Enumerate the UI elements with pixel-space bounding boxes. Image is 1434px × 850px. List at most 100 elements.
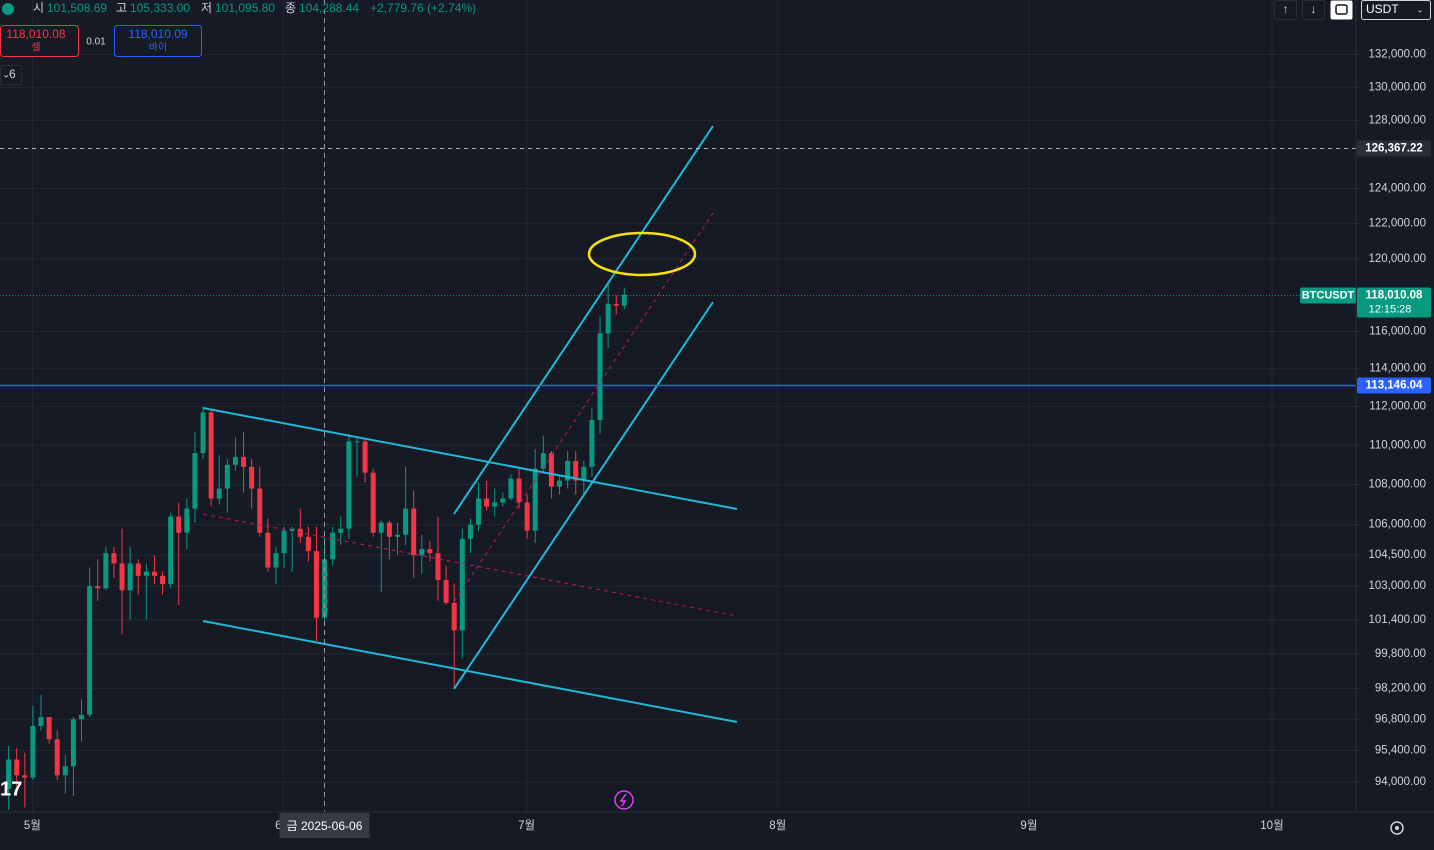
- candle-body: [467, 524, 473, 539]
- candle-body: [216, 488, 222, 499]
- candle-body: [419, 549, 425, 556]
- currency-select[interactable]: [1361, 0, 1431, 20]
- symbol-tag: BTCUSDT: [1302, 289, 1355, 301]
- x-tick-label: 5월: [24, 819, 41, 832]
- candle-body: [370, 472, 376, 533]
- ohlc-value: 101,508.69: [47, 1, 107, 15]
- candle-body: [257, 488, 263, 533]
- highlight-ellipse: [587, 231, 697, 277]
- candle-body: [354, 441, 360, 443]
- candle-body: [411, 508, 417, 556]
- ohlc-key: 고: [116, 1, 127, 15]
- candle-body: [200, 412, 206, 454]
- change: +2,779.76 (+2.74%): [370, 1, 476, 15]
- candle-body: [394, 534, 400, 537]
- candle-body: [6, 759, 12, 790]
- trend-line: [453, 301, 714, 690]
- y-tick-label: 95,400.00: [1375, 744, 1426, 756]
- y-tick-label: 101,400.00: [1368, 614, 1426, 626]
- indicator-toggle[interactable]: [0, 65, 22, 85]
- price-label-box: [1357, 377, 1431, 394]
- indicator-caret: ⌄: [2, 70, 10, 81]
- sell-price: 118,010.08: [6, 27, 65, 41]
- trend-line: [202, 620, 738, 723]
- scroll-up-button[interactable]: [1274, 0, 1297, 20]
- currency: USDT: [1366, 2, 1399, 16]
- candle-body: [46, 717, 52, 740]
- labels: 126,367.22 113,146.04 BTCUSDT 118,010.0812:…: [279, 140, 1431, 838]
- ohlc-value: 105,333.00: [130, 1, 190, 15]
- candle-body: [557, 480, 563, 487]
- y-tick-label: 132,000.00: [1368, 49, 1426, 61]
- refresh-button[interactable]: [1330, 0, 1353, 20]
- candle-body: [224, 464, 230, 489]
- y-tick-label: 94,000.00: [1375, 776, 1426, 788]
- drawings: [202, 125, 738, 810]
- candle-body: [573, 460, 579, 481]
- candle-body: [30, 725, 36, 778]
- candle-body: [338, 528, 344, 533]
- candle-body: [232, 456, 238, 465]
- scroll-down-icon: ↓: [1311, 2, 1317, 16]
- y-tick-label: 122,000.00: [1368, 217, 1426, 229]
- refresh-icon: [1335, 4, 1348, 15]
- x-tick-label: 9월: [1020, 819, 1037, 832]
- candle-body: [589, 420, 595, 467]
- candle-body: [605, 303, 611, 334]
- candle-body: [160, 575, 166, 585]
- scroll-down-button[interactable]: [1302, 0, 1325, 20]
- candle-body: [249, 466, 255, 489]
- candle-body: [427, 549, 433, 554]
- candle-body: [313, 551, 319, 618]
- candle-body: [346, 441, 352, 529]
- price-label: 113,146.04: [1366, 380, 1424, 392]
- candle-body: [305, 536, 311, 552]
- candle-body: [103, 553, 109, 589]
- candle-body: [143, 571, 149, 576]
- y-tick-label: 120,000.00: [1368, 253, 1426, 265]
- candle-body: [565, 460, 571, 481]
- price-axis: [1356, 0, 1434, 812]
- indicator-count: 6: [9, 67, 16, 81]
- candle-body: [581, 466, 587, 481]
- x-tick-label: 7월: [518, 819, 535, 832]
- countdown: 12:15:28: [1369, 303, 1412, 315]
- candle-body: [22, 775, 28, 778]
- last-price-label: 118,010.08: [1366, 290, 1424, 302]
- candle-body: [95, 586, 101, 589]
- candle-body: [87, 586, 93, 715]
- overlay: [0, 0, 1356, 812]
- candle-body: [281, 530, 287, 554]
- candle-body: [403, 508, 409, 535]
- candle-body: [289, 528, 295, 531]
- candle-body: [54, 739, 60, 776]
- settings-icon-dot: [1395, 826, 1399, 830]
- candle-body: [500, 498, 506, 503]
- settings-icon[interactable]: [1390, 821, 1404, 835]
- candle-body: [443, 579, 449, 603]
- currency-caret: ⌄: [1416, 4, 1424, 14]
- candle-body: [516, 478, 522, 503]
- candle-body: [111, 553, 117, 564]
- sell-button[interactable]: [0, 25, 79, 57]
- candle-body: [621, 294, 627, 306]
- y-tick-label: 106,000.00: [1368, 519, 1426, 531]
- axes: 94,000.00 95,400.00 96,800.00 98,200.00 99,8…: [24, 49, 1426, 832]
- candle-body: [265, 532, 271, 568]
- last-price-box: [1357, 287, 1431, 318]
- y-tick-label: 112,000.00: [1369, 401, 1426, 413]
- price-label-box: [1357, 140, 1431, 157]
- candle-body: [613, 303, 619, 306]
- buy-button[interactable]: [114, 25, 202, 57]
- grid: [0, 0, 1356, 812]
- y-tick-label: 114,000.00: [1369, 363, 1426, 375]
- y-tick-label: 130,000.00: [1368, 81, 1426, 93]
- y-tick-label: 124,000.00: [1368, 183, 1426, 195]
- candle-body: [79, 714, 85, 720]
- ohlc-key: 저: [201, 1, 212, 15]
- candle-body: [184, 508, 190, 533]
- event-icon[interactable]: [614, 790, 634, 810]
- candle-body: [540, 453, 546, 469]
- buy-label: 바이: [149, 42, 167, 54]
